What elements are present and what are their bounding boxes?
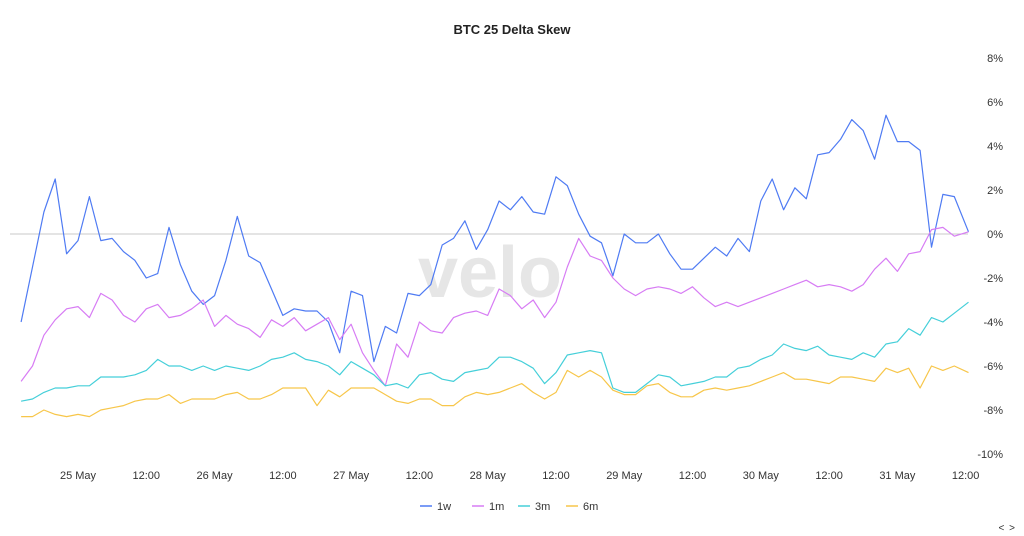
x-tick-label: 31 May <box>879 470 916 482</box>
y-tick-label: -6% <box>983 361 1003 373</box>
x-tick-label: 12:00 <box>815 470 843 482</box>
x-tick-label: 12:00 <box>133 470 161 482</box>
legend-item-1m[interactable]: 1m <box>472 501 504 513</box>
y-tick-label: -10% <box>977 449 1003 461</box>
legend-label: 3m <box>535 501 550 513</box>
y-tick-label: 4% <box>987 141 1003 153</box>
series-line-1w <box>20 114 970 363</box>
x-tick-label: 30 May <box>743 470 780 482</box>
x-tick-label: 12:00 <box>952 470 980 482</box>
x-tick-label: 25 May <box>60 470 97 482</box>
y-tick-label: -4% <box>983 317 1003 329</box>
legend-label: 1w <box>437 501 451 513</box>
legend-item-3m[interactable]: 3m <box>518 501 550 513</box>
y-tick-label: -8% <box>983 405 1003 417</box>
legend-label: 1m <box>489 501 504 513</box>
y-tick-label: 0% <box>987 229 1003 241</box>
watermark: velo <box>418 233 562 313</box>
chart-title: BTC 25 Delta Skew <box>453 22 571 37</box>
series-line-3m <box>20 301 969 402</box>
x-tick-label: 12:00 <box>679 470 707 482</box>
chart-nav-arrows[interactable]: < > <box>998 523 1016 534</box>
x-tick-label: 29 May <box>606 470 643 482</box>
y-tick-label: 2% <box>987 185 1003 197</box>
legend-item-1w[interactable]: 1w <box>420 501 451 513</box>
x-tick-label: 28 May <box>470 470 507 482</box>
x-tick-label: 26 May <box>197 470 234 482</box>
x-tick-label: 12:00 <box>542 470 570 482</box>
series-line-6m <box>21 365 969 418</box>
x-tick-label: 12:00 <box>406 470 434 482</box>
legend-item-6m[interactable]: 6m <box>566 501 598 513</box>
x-tick-label: 27 May <box>333 470 370 482</box>
series-line-1m <box>20 226 969 387</box>
legend-label: 6m <box>583 501 598 513</box>
x-tick-label: 12:00 <box>269 470 297 482</box>
y-tick-label: 8% <box>987 53 1003 65</box>
y-tick-label: 6% <box>987 97 1003 109</box>
y-tick-label: -2% <box>983 273 1003 285</box>
